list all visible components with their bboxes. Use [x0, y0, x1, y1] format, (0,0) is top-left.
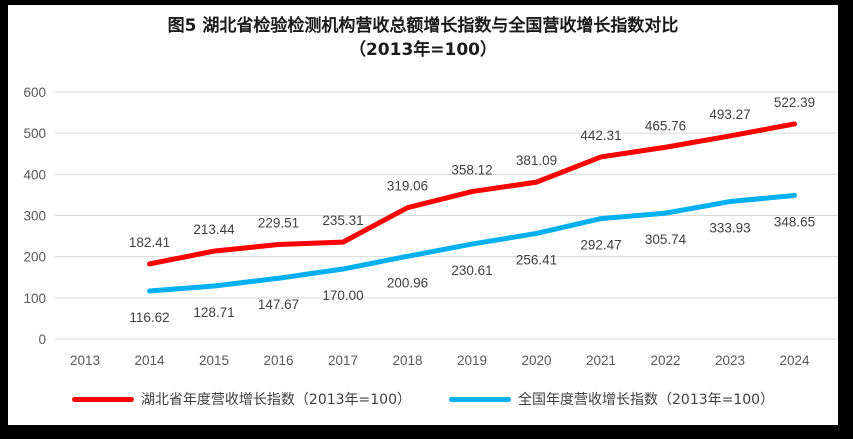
y-axis-tick-label: 600	[23, 85, 46, 100]
data-label: 348.65	[774, 214, 815, 229]
data-label: 213.44	[193, 222, 235, 237]
x-axis-tick-label: 2015	[199, 353, 229, 368]
data-label: 229.51	[258, 216, 299, 231]
chart-subtitle: （2013年=100）	[348, 40, 498, 60]
data-label: 465.76	[645, 118, 686, 133]
y-axis-tick-label: 100	[23, 291, 46, 306]
x-axis-tick-label: 2024	[779, 353, 810, 368]
data-label: 128.71	[193, 305, 234, 320]
data-label: 319.06	[387, 179, 428, 194]
data-label: 493.27	[709, 107, 750, 122]
series-line-0	[147, 121, 797, 267]
data-label: 358.12	[451, 163, 492, 178]
chart-canvas: 图5 湖北省检验检测机构营收总额增长指数与全国营收增长指数对比 （2013年=1…	[8, 5, 838, 425]
x-axis-tick-label: 2018	[392, 353, 422, 368]
legend-label-hubei: 湖北省年度营收增长指数（2013年=100）	[140, 392, 411, 408]
data-label: 256.41	[516, 252, 557, 267]
data-label: 147.67	[258, 297, 299, 312]
data-label: 333.93	[709, 221, 750, 236]
series-line-1	[147, 192, 797, 294]
data-label: 522.39	[774, 95, 815, 110]
data-label: 442.31	[580, 128, 621, 143]
chart-legend: 湖北省年度营收增长指数（2013年=100） 全国年度营收增长指数（2013年=…	[8, 388, 838, 410]
x-axis-tick-label: 2020	[521, 353, 551, 368]
x-axis-tick-label: 2013	[70, 353, 100, 368]
x-axis-tick-label: 2017	[328, 353, 358, 368]
x-axis-tick-label: 2022	[650, 353, 680, 368]
data-label: 305.74	[645, 232, 687, 247]
national-line-swatch-icon	[449, 396, 511, 402]
data-label: 230.61	[451, 263, 492, 278]
data-label: 182.41	[129, 235, 170, 250]
line-chart: 0 100 200 300 400 500 600 2013 2014 2015 2016 2017 2…	[23, 85, 838, 368]
data-label: 170.00	[322, 288, 363, 303]
legend-label-national: 全国年度营收增长指数（2013年=100）	[518, 392, 775, 408]
data-label: 200.96	[387, 275, 428, 290]
legend-item-national: 全国年度营收增长指数（2013年=100）	[449, 389, 774, 409]
y-axis-tick-label: 500	[23, 126, 46, 141]
x-axis-tick-label: 2014	[134, 353, 165, 368]
x-axis-tick-label: 2016	[263, 353, 293, 368]
legend-item-hubei: 湖北省年度营收增长指数（2013年=100）	[71, 389, 411, 409]
data-label: 235.31	[322, 213, 363, 228]
chart-title: 图5 湖北省检验检测机构营收总额增长指数与全国营收增长指数对比	[167, 16, 679, 36]
data-label: 381.09	[516, 153, 557, 168]
data-label: 292.47	[580, 238, 621, 253]
x-axis-tick-label: 2019	[457, 353, 487, 368]
data-label: 116.62	[129, 310, 169, 325]
y-axis-tick-label: 400	[23, 167, 46, 182]
hubei-line-swatch-icon	[71, 396, 134, 402]
y-axis-tick-label: 300	[23, 209, 46, 224]
x-axis-tick-label: 2023	[715, 353, 745, 368]
y-axis-tick-label: 0	[38, 332, 46, 347]
chart-title-block: 图5 湖北省检验检测机构营收总额增长指数与全国营收增长指数对比 （2013年=1…	[8, 14, 838, 62]
x-axis-tick-label: 2021	[586, 353, 616, 368]
y-axis-tick-label: 200	[23, 250, 46, 265]
